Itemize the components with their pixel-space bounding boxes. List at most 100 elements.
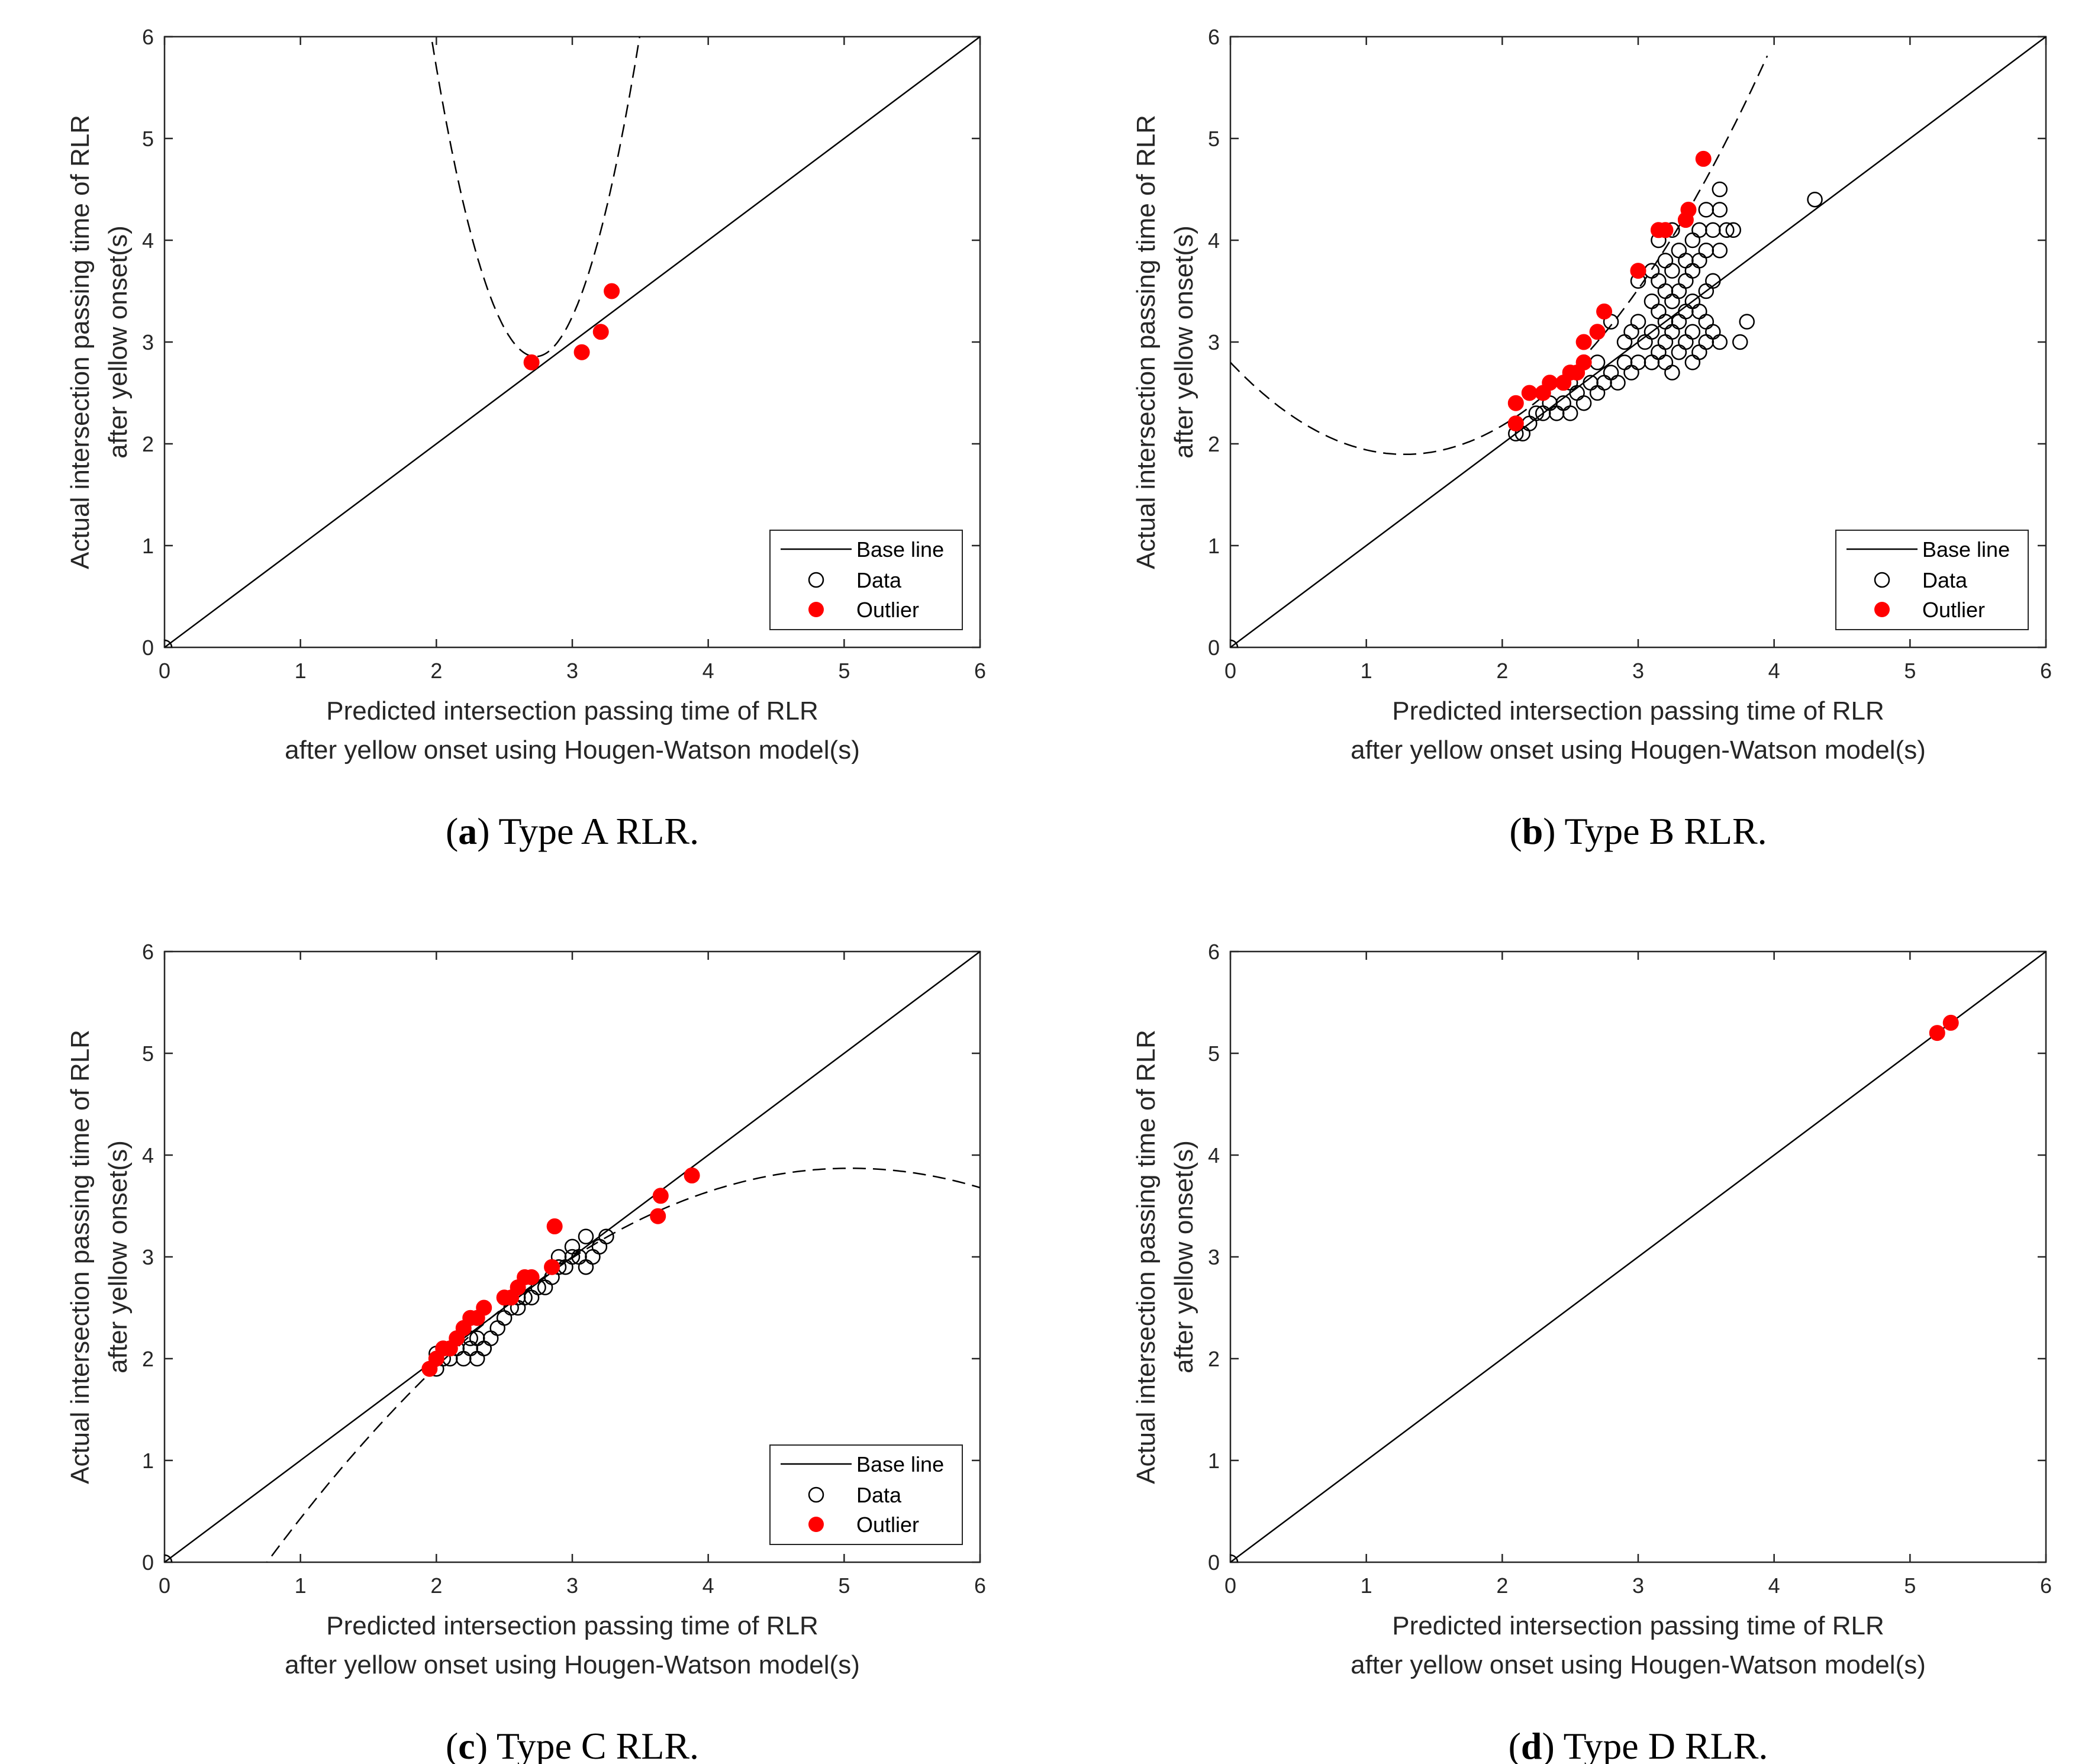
legend: Base line Data Outlier	[769, 530, 963, 630]
outlier-point	[1942, 1014, 1959, 1031]
x-tick-label: 1	[1361, 659, 1372, 683]
chart-panel-c: 0 1 2 3 4 5 6 0 1 2 3 4 5 6 Predicted intersection pas…	[66, 940, 986, 1764]
legend-box	[769, 1444, 963, 1545]
caption-letter: b	[1522, 810, 1543, 852]
caption-open-paren: (	[446, 1725, 458, 1764]
legend-data-label: Data	[1922, 568, 1968, 592]
data-point	[1575, 395, 1592, 411]
outlier-point	[523, 354, 540, 370]
legend-data-swatch	[808, 1486, 824, 1503]
data-point	[1684, 324, 1701, 340]
data-point	[1712, 202, 1728, 218]
x-axis-title-line2: after yellow onset using Hougen-Watson m…	[1351, 1650, 1926, 1679]
legend-box	[769, 530, 963, 630]
x-tick-label: 0	[159, 659, 170, 683]
outlier-point	[1630, 263, 1646, 279]
legend: Base line Data Outlier	[1835, 530, 2029, 630]
caption-text: Type D RLR.	[1564, 1725, 1768, 1764]
caption-letter: a	[458, 810, 477, 852]
legend-base-label: Base line	[856, 537, 944, 562]
data-point	[1562, 405, 1578, 421]
data-point	[1528, 405, 1544, 421]
x-tick-label: 4	[702, 1573, 714, 1598]
y-axis-title-line1: Actual intersection passing time of RLR	[1132, 115, 1161, 569]
y-tick-label: 2	[1208, 432, 1220, 456]
outlier-point	[1680, 201, 1697, 218]
caption-letter: c	[458, 1725, 475, 1764]
data-point	[578, 1228, 594, 1244]
y-tick-label: 1	[1208, 1449, 1220, 1473]
outlier-point	[1589, 324, 1606, 340]
x-tick-label: 3	[1632, 659, 1644, 683]
y-tick-label: 0	[1208, 636, 1220, 660]
x-tick-label: 3	[566, 1573, 578, 1598]
data-point	[476, 1340, 492, 1357]
y-tick-label: 5	[142, 127, 154, 151]
y-tick-label: 0	[142, 636, 154, 660]
outlier-point	[1929, 1025, 1945, 1041]
data-point	[1705, 273, 1721, 289]
outlier-point	[546, 1218, 563, 1234]
y-tick-label: 2	[142, 432, 154, 456]
y-tick-label: 5	[142, 1041, 154, 1066]
x-tick-label: 5	[1904, 1573, 1916, 1598]
y-tick-label: 1	[142, 1449, 154, 1473]
legend-outlier-swatch	[808, 1517, 824, 1532]
y-tick-label: 1	[1208, 534, 1220, 558]
legend-base-label: Base line	[856, 1452, 944, 1476]
caption-text: Type C RLR.	[497, 1725, 699, 1764]
y-axis-title-line2: after yellow onset(s)	[1169, 1140, 1198, 1373]
plot-content	[1230, 37, 2046, 647]
y-tick-label: 3	[1208, 1245, 1220, 1269]
y-tick-label: 6	[1208, 940, 1220, 964]
panel-caption: (d) Type D RLR.	[1509, 1725, 1768, 1764]
panel-caption: (b) Type B RLR.	[1509, 810, 1767, 852]
x-tick-label: 4	[1768, 659, 1780, 683]
y-tick-label: 3	[1208, 330, 1220, 354]
y-axis-title-line1: Actual intersection passing time of RLR	[66, 115, 95, 569]
y-tick-label: 4	[1208, 1143, 1220, 1168]
panel-caption: (a) Type A RLR.	[446, 810, 699, 852]
y-axis-title-line2: after yellow onset(s)	[104, 225, 133, 459]
outlier-point	[592, 324, 609, 340]
legend-base-label: Base line	[1922, 537, 2010, 562]
outlier-point	[1695, 150, 1712, 167]
data-point	[598, 1228, 614, 1244]
data-point	[1678, 253, 1694, 269]
x-tick-label: 2	[430, 1573, 442, 1598]
x-tick-label: 5	[838, 1573, 850, 1598]
caption-open-paren: (	[446, 810, 458, 852]
outlier-point	[652, 1188, 669, 1204]
caption-close-paren: )	[1542, 1725, 1564, 1764]
y-tick-label: 4	[142, 228, 154, 253]
y-axis-title-line2: after yellow onset(s)	[104, 1140, 133, 1373]
legend-outlier-label: Outlier	[856, 598, 919, 622]
caption-close-paren: )	[477, 810, 498, 852]
data-point	[1725, 222, 1742, 238]
data-point	[1719, 222, 1735, 238]
y-tick-label: 5	[1208, 1041, 1220, 1066]
y-tick-label: 6	[1208, 25, 1220, 49]
legend-outlier-swatch	[1874, 602, 1890, 617]
chart-panel-d: 0 1 2 3 4 5 6 0 1 2 3 4 5 6 Predicted intersection pas…	[1132, 940, 2052, 1764]
y-tick-label: 6	[142, 940, 154, 964]
outlier-point	[573, 344, 590, 360]
x-tick-label: 2	[1496, 1573, 1508, 1598]
y-tick-label: 1	[142, 534, 154, 558]
outlier-point	[1521, 385, 1538, 401]
fit-curve	[1230, 55, 1768, 456]
caption-open-paren: (	[1509, 1725, 1521, 1764]
data-point	[1739, 314, 1755, 330]
chart-panel-a: 0 1 2 3 4 5 6 0 1 2 3 4 5 6 Predicted intersection pas…	[66, 25, 986, 852]
data-point	[1610, 375, 1626, 391]
y-tick-label: 3	[142, 330, 154, 354]
y-tick-label: 4	[1208, 228, 1220, 253]
data-point	[1691, 222, 1707, 238]
x-tick-label: 6	[2040, 659, 2052, 683]
x-tick-label: 5	[1904, 659, 1916, 683]
data-point	[1712, 181, 1728, 198]
fit-curve	[430, 37, 641, 357]
legend: Base line Data Outlier	[769, 1444, 963, 1545]
x-axis-title-line2: after yellow onset using Hougen-Watson m…	[285, 736, 860, 765]
outlier-point	[1596, 303, 1613, 320]
